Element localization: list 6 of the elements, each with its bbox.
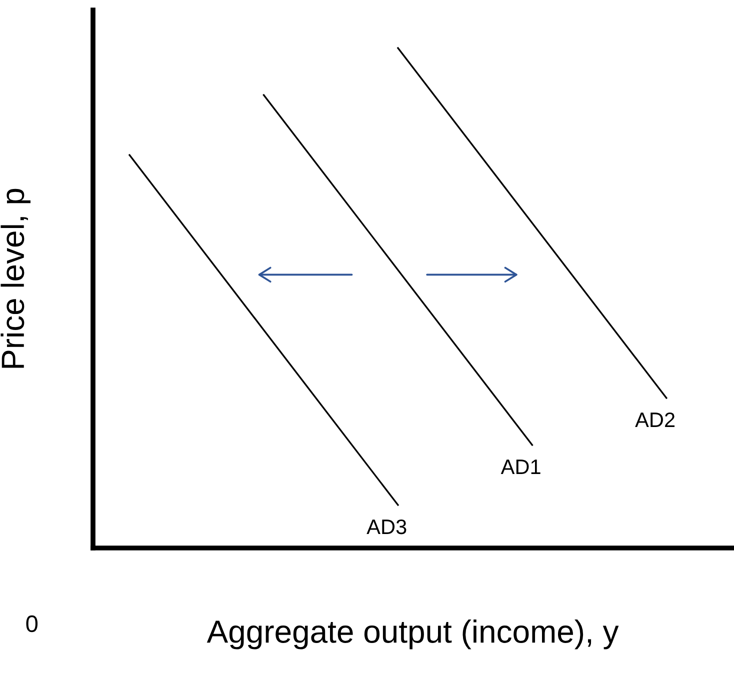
series-label: AD2 — [635, 412, 675, 427]
x-axis-title: Aggregate output (income), y — [206, 620, 619, 650]
y-axis-title: Price level, p — [0, 188, 30, 368]
series-label: AD3 — [366, 519, 406, 534]
text: 0 — [26, 615, 38, 632]
series-label: AD1 — [500, 460, 540, 474]
